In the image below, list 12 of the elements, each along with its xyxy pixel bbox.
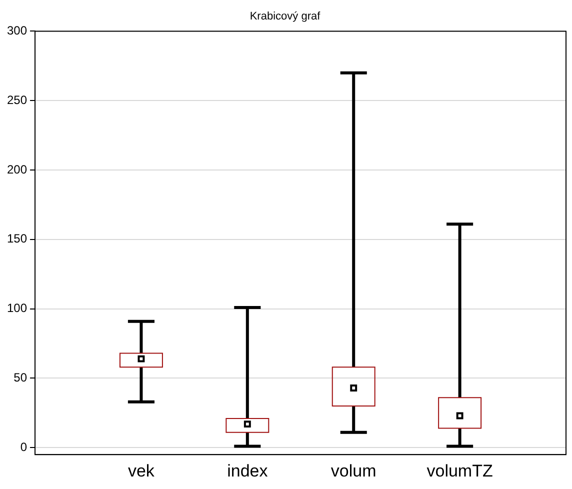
y-tick-label: 300 (6, 24, 28, 38)
y-tick-label: 250 (6, 92, 28, 107)
x-tick-label: volum (330, 461, 376, 480)
y-tick-label: 50 (14, 370, 28, 385)
y-tick-label: 100 (6, 301, 28, 316)
y-tick-label: 200 (6, 162, 28, 176)
x-tick-label: index (227, 461, 268, 480)
x-tick-label: vek (128, 461, 155, 480)
y-tick-label: 150 (6, 232, 28, 246)
x-tick-label: volumTZ (426, 461, 493, 480)
chart-title: Krabicový graf (250, 10, 322, 23)
y-tick-label: 0 (20, 440, 28, 454)
